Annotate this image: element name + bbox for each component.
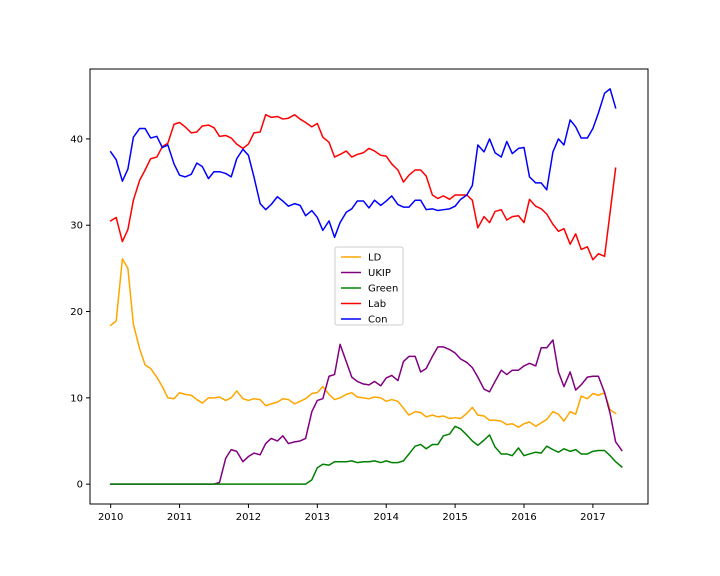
- plot-frame: [89, 68, 649, 505]
- legend: LD UKIP Green Lab Con: [334, 246, 404, 326]
- series-line-ukip: [109, 339, 623, 485]
- x-tick-label: 2014: [373, 512, 398, 523]
- y-tick-label: 20: [70, 307, 83, 318]
- x-tick-label: 2013: [305, 512, 330, 523]
- x-tick-label: 2010: [98, 512, 123, 523]
- legend-label: Green: [368, 284, 398, 295]
- series-line-green: [109, 425, 623, 485]
- x-tick-label: 2012: [236, 512, 261, 523]
- y-tick-label: 30: [70, 221, 83, 232]
- series-line-con: [109, 88, 617, 239]
- x-tick-label: 2017: [580, 512, 605, 523]
- x-axis-ticks: 2010 2011 2012 2013 2014 2015 2016 2017: [98, 504, 606, 523]
- legend-label: Lab: [368, 299, 386, 310]
- y-axis-ticks: 0 10 20 30 40: [70, 134, 90, 491]
- y-tick-label: 0: [77, 480, 83, 491]
- x-tick-label: 2015: [442, 512, 467, 523]
- legend-box: [334, 246, 404, 326]
- series-line-ld: [109, 258, 617, 428]
- series-lines: [109, 88, 623, 485]
- legend-label: Con: [368, 315, 387, 326]
- series-line-lab: [109, 113, 617, 261]
- legend-label: LD: [368, 253, 382, 264]
- legend-label: UKIP: [368, 268, 391, 279]
- y-tick-label: 10: [70, 393, 83, 404]
- x-tick-label: 2011: [167, 512, 192, 523]
- y-tick-label: 40: [70, 134, 83, 145]
- x-tick-label: 2016: [511, 512, 536, 523]
